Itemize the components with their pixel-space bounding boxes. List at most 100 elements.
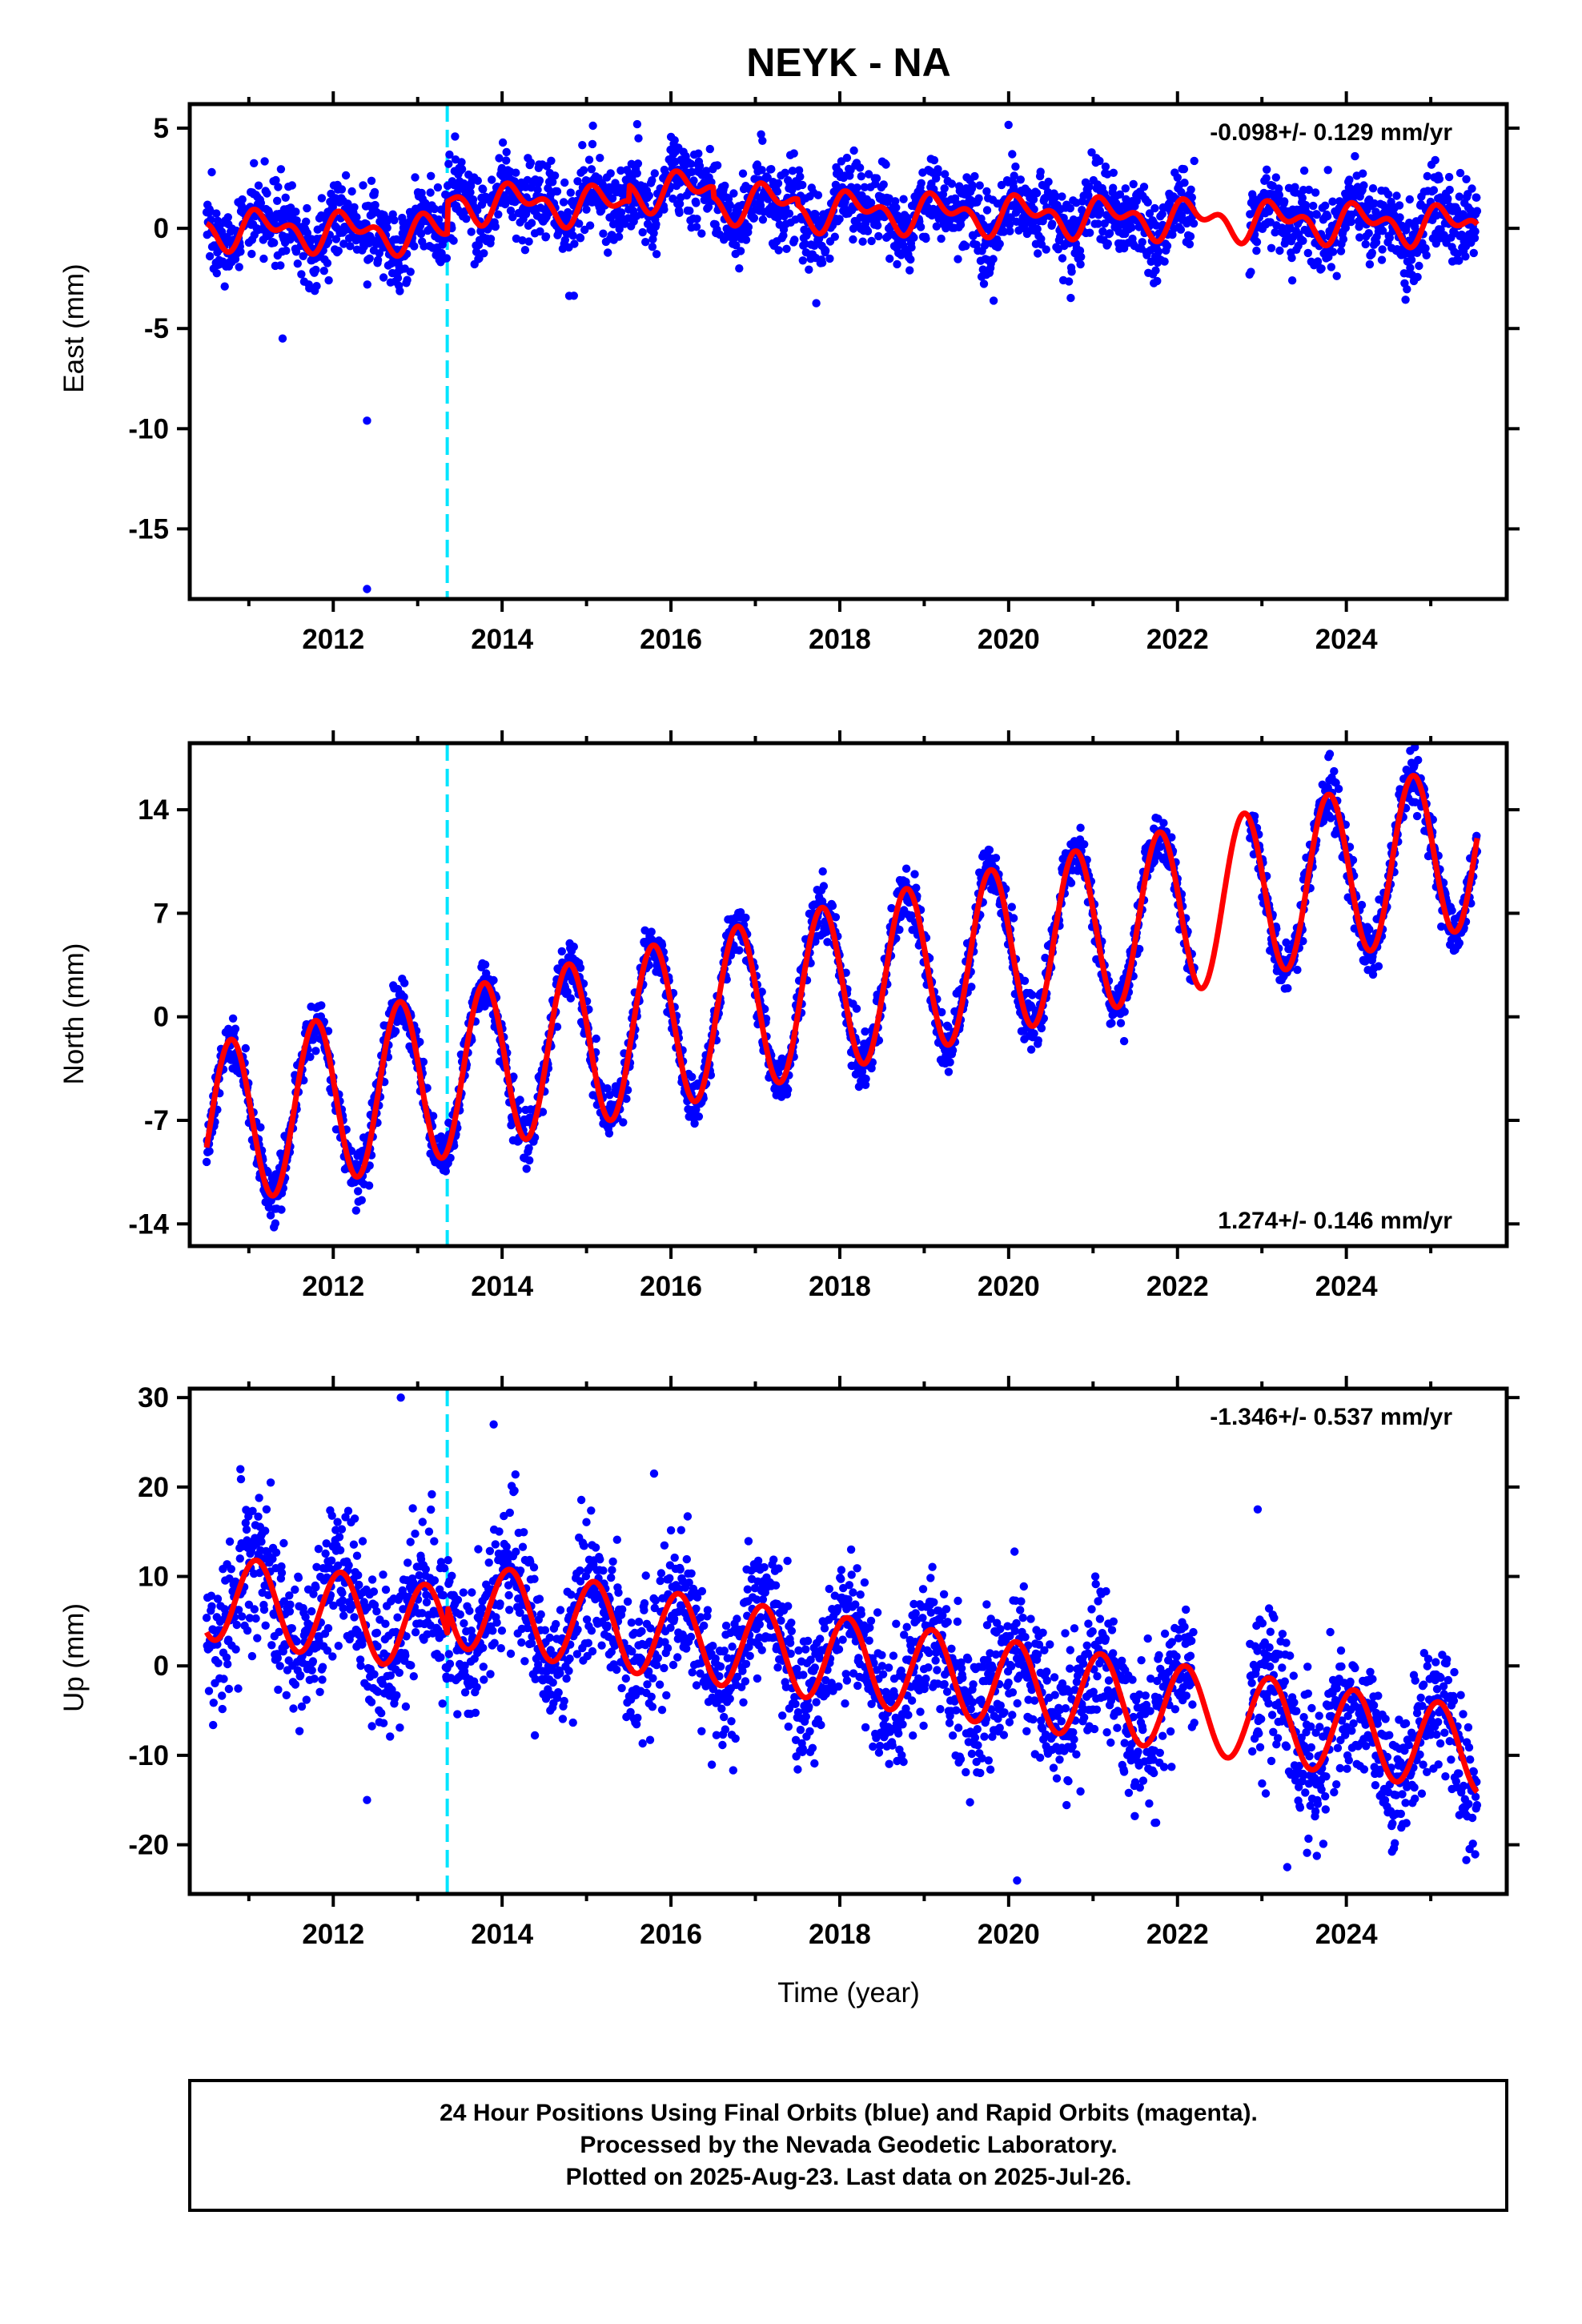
- data-point: [282, 246, 291, 255]
- data-point: [633, 159, 643, 168]
- data-point: [479, 185, 488, 194]
- data-point: [1471, 227, 1480, 236]
- data-point: [1076, 259, 1085, 269]
- data-point: [1139, 183, 1149, 191]
- data-point: [1299, 166, 1309, 175]
- data-point: [895, 925, 904, 935]
- data-point: [433, 183, 443, 192]
- data-point: [347, 187, 356, 196]
- data-point: [373, 255, 383, 264]
- data-point: [830, 232, 840, 241]
- data-point: [391, 1027, 400, 1035]
- data-point: [1095, 156, 1104, 166]
- data-point: [491, 222, 500, 231]
- data-point: [758, 215, 768, 224]
- data-point: [1435, 175, 1444, 183]
- data-point: [1042, 245, 1050, 254]
- data-point: [692, 199, 701, 207]
- data-point: [634, 134, 643, 143]
- data-point: [1143, 198, 1152, 207]
- data-point: [383, 215, 392, 224]
- data-point: [757, 130, 765, 139]
- data-point: [548, 178, 557, 187]
- data-point: [885, 254, 894, 263]
- data-point: [1173, 173, 1182, 182]
- data-point: [400, 979, 409, 987]
- data-point: [1367, 248, 1377, 257]
- data-point: [694, 1112, 704, 1121]
- outlier-point: [363, 585, 371, 593]
- data-point: [695, 162, 705, 171]
- outlier-point: [363, 416, 371, 425]
- data-point: [331, 235, 341, 243]
- data-point: [317, 194, 327, 203]
- data-point: [940, 184, 949, 193]
- data-point: [1405, 195, 1415, 204]
- data-point: [1076, 823, 1085, 832]
- data-point: [1271, 173, 1281, 182]
- data-point: [1263, 165, 1271, 174]
- data-point: [1034, 249, 1042, 258]
- y-tick-label: 5: [154, 113, 169, 144]
- x-tick-label: 2024: [1315, 624, 1378, 655]
- data-point: [1185, 239, 1195, 249]
- data-point: [421, 199, 430, 207]
- data-point: [974, 194, 983, 203]
- data-point: [319, 267, 328, 275]
- data-point: [1283, 983, 1292, 993]
- data-point: [1377, 255, 1387, 264]
- x-tick-label: 2016: [640, 624, 702, 655]
- outlier-point: [278, 334, 287, 343]
- data-point: [1252, 238, 1262, 247]
- data-point: [1401, 296, 1410, 304]
- data-point: [480, 249, 488, 258]
- data-point: [647, 927, 656, 936]
- data-point: [311, 1047, 320, 1055]
- data-point: [615, 224, 624, 234]
- data-point: [805, 265, 813, 274]
- data-point: [853, 183, 861, 192]
- data-point: [818, 867, 827, 876]
- data-point: [212, 269, 221, 278]
- data-point: [1287, 253, 1296, 263]
- data-point: [1129, 179, 1138, 189]
- data-point: [813, 191, 823, 199]
- data-point: [231, 1024, 240, 1033]
- data-point: [916, 223, 926, 231]
- data-point: [1008, 150, 1017, 159]
- data-point: [1176, 225, 1186, 234]
- data-point: [516, 1096, 524, 1104]
- outlier-point: [632, 119, 642, 129]
- data-point: [359, 181, 367, 190]
- data-point: [498, 138, 508, 147]
- data-point: [736, 247, 745, 255]
- data-point: [1339, 235, 1348, 243]
- data-point: [302, 217, 311, 226]
- data-point: [223, 213, 232, 222]
- data-point: [1469, 248, 1479, 258]
- x-tick-label: 2012: [302, 624, 364, 655]
- data-point: [592, 1034, 600, 1043]
- data-point: [527, 219, 536, 227]
- data-point: [749, 214, 759, 223]
- data-point: [1101, 162, 1110, 171]
- data-point: [396, 287, 404, 296]
- data-point: [506, 206, 516, 215]
- data-point: [588, 139, 597, 149]
- data-point: [550, 171, 560, 180]
- data-point: [575, 219, 584, 228]
- data-point: [641, 238, 650, 247]
- data-point: [619, 1118, 628, 1127]
- data-point: [524, 237, 533, 246]
- data-point: [744, 223, 753, 231]
- data-point: [442, 254, 452, 263]
- data-point: [1392, 191, 1401, 200]
- data-point: [954, 255, 962, 263]
- data-point: [946, 1058, 954, 1067]
- data-point: [1011, 162, 1020, 171]
- data-point: [1327, 263, 1336, 271]
- data-point: [467, 227, 476, 236]
- data-point: [582, 205, 591, 214]
- data-point: [596, 154, 604, 163]
- data-point: [1298, 194, 1307, 203]
